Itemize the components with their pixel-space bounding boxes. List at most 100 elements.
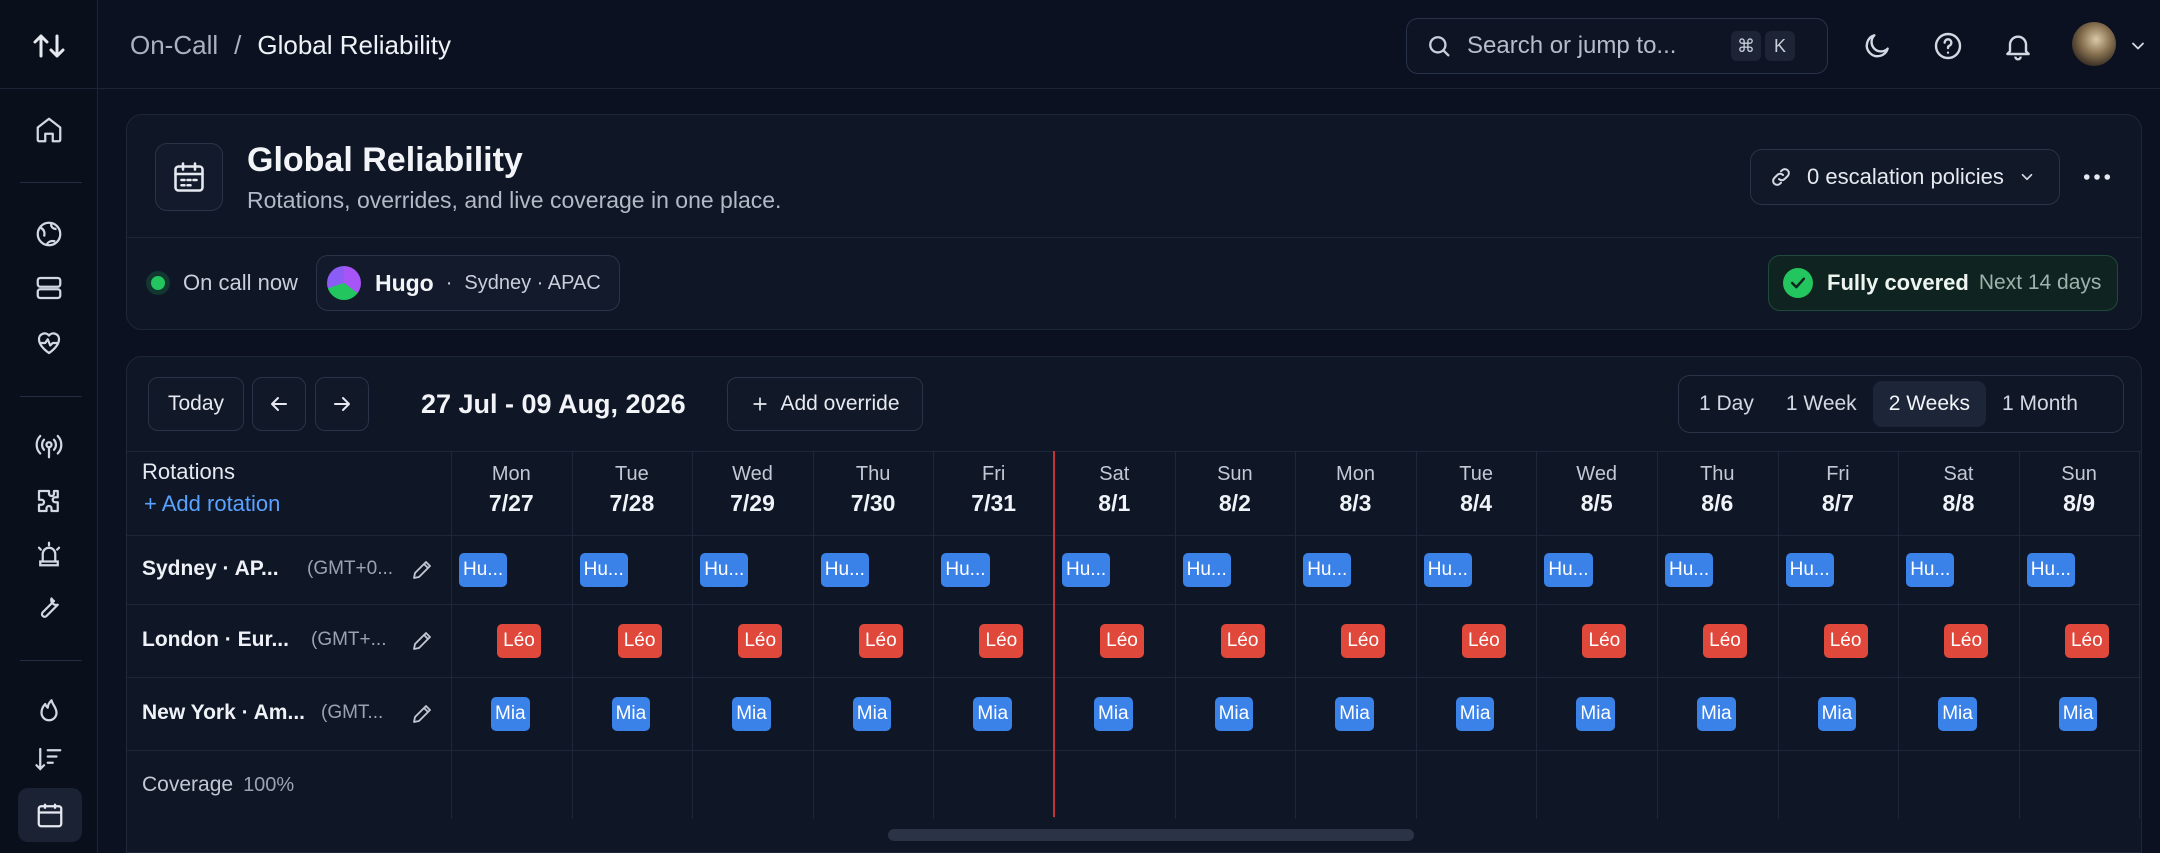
shift-block[interactable]: Léo	[738, 623, 783, 658]
shift-block[interactable]: Mia	[732, 696, 771, 731]
today-button[interactable]: Today	[148, 377, 244, 431]
shift-block[interactable]: Léo	[497, 623, 541, 658]
shift-block[interactable]: Léo	[1582, 623, 1627, 658]
shift-block[interactable]: Hu...	[1423, 552, 1472, 587]
shift-block[interactable]: Mia	[1094, 696, 1133, 731]
day-name: Wed	[1576, 463, 1618, 485]
shift-block[interactable]: Hu...	[820, 552, 869, 587]
sort-icon[interactable]	[28, 738, 70, 780]
bell-icon[interactable]	[1998, 26, 2038, 66]
shift-block[interactable]: Léo	[979, 623, 1024, 658]
shift-block[interactable]: Léo	[1823, 623, 1868, 658]
shift-block[interactable]: Hu...	[1544, 552, 1593, 587]
escalation-policies-button[interactable]: 0 escalation policies	[1750, 149, 2060, 205]
shift-block[interactable]: Léo	[617, 623, 662, 658]
day-name: Wed	[732, 463, 773, 485]
siren-icon[interactable]	[28, 533, 70, 575]
server-icon[interactable]	[28, 267, 70, 309]
grid-row-line	[127, 604, 2141, 605]
shift-block[interactable]: Hu...	[1182, 552, 1231, 587]
card-divider	[127, 237, 2141, 238]
view-option-2-weeks[interactable]: 2 Weeks	[1872, 381, 1987, 427]
pencil-icon	[413, 704, 431, 723]
shift-block[interactable]: Léo	[2064, 623, 2109, 658]
on-call-person-name: Hugo	[374, 269, 434, 296]
shift-block[interactable]: Mia	[611, 696, 651, 731]
help-icon[interactable]	[1928, 26, 1968, 66]
day-date: 8/3	[1339, 490, 1372, 516]
previous-button[interactable]	[252, 377, 306, 431]
shift-block[interactable]: Léo	[1703, 623, 1747, 658]
chevron-down-icon[interactable]	[2124, 26, 2152, 66]
add-rotation-link[interactable]: + Add rotation	[144, 491, 281, 516]
shift-block[interactable]: Hu...	[1062, 552, 1111, 587]
edit-rotation-button[interactable]	[407, 699, 437, 729]
moon-icon[interactable]	[1857, 26, 1897, 66]
next-button[interactable]	[315, 377, 369, 431]
shift-block[interactable]: Mia	[1938, 696, 1977, 731]
shift-block[interactable]: Mia	[1697, 696, 1736, 731]
calendar-icon[interactable]	[18, 788, 82, 842]
rotation-timezone: (GMT...	[321, 701, 384, 723]
search-box[interactable]: ⌘ K	[1406, 18, 1828, 74]
edit-rotation-button[interactable]	[407, 555, 437, 585]
more-options-button[interactable]	[2077, 159, 2117, 195]
day-header: Tue 8/4	[1416, 463, 1537, 517]
shift-block[interactable]: Mia	[1455, 696, 1495, 731]
shift-block[interactable]: Léo	[1220, 623, 1265, 658]
rotation-name[interactable]: Sydney · AP...	[142, 556, 279, 580]
breadcrumb-parent[interactable]: On-Call	[130, 30, 219, 60]
grid-column-line	[692, 451, 694, 819]
coverage-value: 100%	[243, 774, 295, 796]
shift-block[interactable]: Léo	[858, 623, 903, 658]
shift-block[interactable]: Hu...	[2026, 552, 2075, 587]
day-date: 8/6	[1701, 490, 1734, 516]
shift-block[interactable]: Hu...	[1665, 552, 1714, 587]
shift-block[interactable]: Mia	[973, 696, 1013, 731]
shift-block[interactable]: Mia	[2058, 696, 2098, 731]
heart-pulse-icon[interactable]	[28, 322, 70, 364]
shift-block[interactable]: Mia	[1335, 696, 1374, 731]
grid-column-line	[1536, 451, 1538, 819]
breadcrumb: On-Call / Global Reliability	[130, 30, 451, 61]
shift-block[interactable]: Hu...	[941, 552, 990, 587]
avatar[interactable]	[2072, 22, 2116, 66]
broadcast-icon[interactable]	[28, 425, 70, 467]
shift-block[interactable]: Hu...	[1303, 552, 1352, 587]
home-icon[interactable]	[28, 109, 70, 151]
globe-icon[interactable]	[28, 213, 70, 255]
view-option-1-month[interactable]: 1 Month	[2002, 392, 2078, 415]
shift-block[interactable]: Léo	[1341, 623, 1386, 658]
shift-block[interactable]: Mia	[491, 696, 530, 731]
shift-block[interactable]: Léo	[1461, 623, 1506, 658]
shift-block[interactable]: Léo	[1100, 623, 1144, 658]
day-date: 8/7	[1821, 490, 1854, 516]
add-override-label: Add override	[780, 392, 900, 415]
day-name: Thu	[855, 463, 891, 485]
view-option-1-day[interactable]: 1 Day	[1699, 392, 1754, 415]
rotation-name[interactable]: New York · Am...	[142, 700, 305, 724]
logo-icon[interactable]	[31, 28, 67, 64]
coverage-label: Coverage	[142, 773, 234, 796]
shift-block[interactable]: Hu...	[1785, 552, 1834, 587]
shift-block[interactable]: Léo	[1944, 623, 1989, 658]
rotation-name[interactable]: London · Eur...	[142, 627, 289, 651]
shift-block[interactable]: Mia	[1817, 696, 1857, 731]
add-override-button[interactable]: Add override	[727, 377, 923, 431]
on-call-person-chip[interactable]: Hugo · Sydney · APAC	[315, 255, 620, 311]
shift-block[interactable]: Hu...	[579, 552, 628, 587]
flame-icon[interactable]	[28, 688, 70, 730]
shift-block[interactable]: Hu...	[700, 552, 749, 587]
horizontal-scrollbar[interactable]	[888, 829, 1414, 841]
puzzle-icon[interactable]	[28, 480, 70, 522]
shift-block[interactable]: Mia	[1576, 696, 1616, 731]
shift-block[interactable]: Mia	[1214, 696, 1254, 731]
coverage-window: Next 14 days	[1978, 271, 2102, 294]
edit-rotation-button[interactable]	[407, 626, 437, 656]
wrench-icon[interactable]	[28, 585, 70, 627]
shift-block[interactable]: Hu...	[459, 552, 508, 587]
search-input[interactable]	[1467, 32, 1727, 60]
shift-block[interactable]: Mia	[852, 696, 892, 731]
shift-block[interactable]: Hu...	[1906, 552, 1955, 587]
view-option-1-week[interactable]: 1 Week	[1785, 392, 1857, 415]
